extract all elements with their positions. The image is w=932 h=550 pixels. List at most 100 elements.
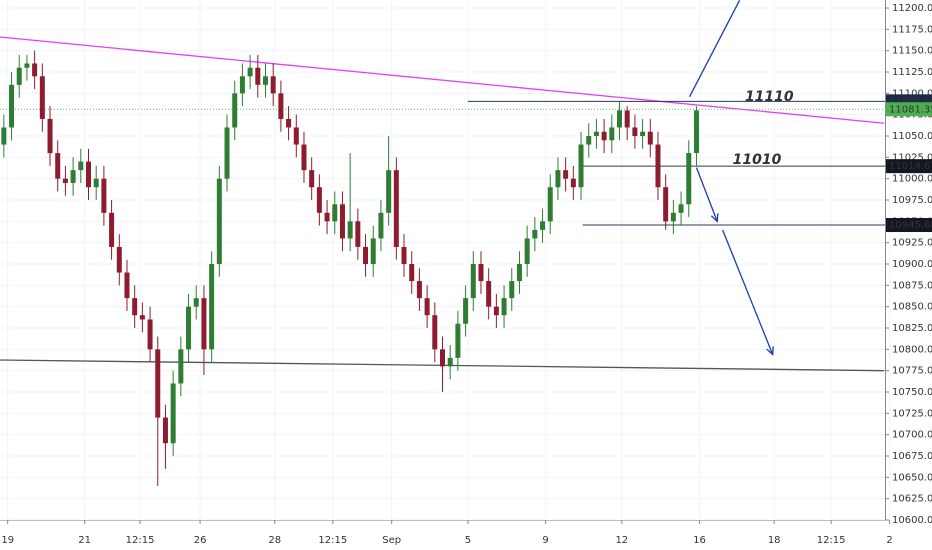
candle-body [39, 76, 45, 119]
candle-body [1, 127, 7, 145]
candle-body [640, 131, 646, 137]
candle-body [278, 93, 284, 119]
candle-body [609, 127, 615, 141]
candle-body [486, 281, 492, 307]
y-tick-label: 10775.00 [892, 366, 932, 377]
candle-body [670, 212, 676, 222]
x-tick-label: 12 [615, 535, 628, 546]
candle-body [632, 127, 638, 137]
y-tick-label: 10675.00 [892, 451, 932, 462]
candle-body [132, 298, 138, 316]
candle-body [547, 187, 553, 222]
y-tick-label: 11100.00 [892, 88, 932, 99]
candle-body [162, 417, 168, 444]
candle-body [470, 264, 476, 299]
candle-body [301, 144, 307, 171]
price-tag [886, 218, 932, 233]
candle-body [347, 221, 353, 239]
x-tick-label: 28 [268, 535, 281, 546]
candle-body [386, 170, 392, 213]
price-tag-label: 11081.35 [889, 104, 932, 115]
candle-body [232, 93, 238, 128]
candle-body [239, 76, 245, 94]
candle-body [78, 161, 84, 171]
candle-body [432, 315, 438, 350]
candle-body [324, 212, 330, 222]
x-tick-label: 18 [768, 535, 781, 546]
candle-body [370, 238, 376, 265]
candle-body [532, 229, 538, 239]
candle-body [686, 153, 692, 205]
candle-body [624, 110, 630, 128]
candle-body [93, 178, 99, 188]
price-tag-label: 10945.68 [889, 220, 932, 231]
y-tick-label: 10725.00 [892, 408, 932, 419]
y-tick-label: 11200.00 [892, 3, 932, 14]
y-tick-label: 10900.00 [892, 259, 932, 270]
y-tick-label: 10750.00 [892, 387, 932, 398]
candle-body [263, 76, 268, 85]
price-tag-label: 11090.64 [889, 96, 932, 107]
candle-body [247, 67, 253, 77]
candle-body [516, 264, 522, 282]
candle-body [409, 264, 415, 282]
candle-body [401, 246, 407, 265]
candle-body [617, 110, 622, 128]
candle-body [570, 178, 576, 188]
candle-body [109, 212, 115, 247]
candle-body [9, 84, 15, 128]
candle-body [424, 298, 430, 316]
y-tick-label: 10925.00 [892, 238, 932, 249]
y-tick-label: 11150.00 [892, 46, 932, 57]
arrow [722, 229, 774, 355]
annotation: 11010 [733, 152, 782, 168]
candle-body [155, 349, 161, 418]
x-tick-label: 19 [1, 535, 14, 546]
candle-body [601, 131, 607, 141]
candle-body [55, 153, 61, 179]
candle-body [216, 178, 222, 265]
arrow [695, 167, 718, 222]
y-tick-label: 10825.00 [892, 323, 932, 334]
candle-body [678, 204, 684, 213]
candle-body [647, 131, 653, 145]
y-tick-label: 10800.00 [892, 344, 932, 355]
price-tag-label: 11014.67 [889, 161, 932, 172]
candle-body [447, 357, 453, 367]
candle-body [540, 221, 546, 230]
candle-body [32, 63, 38, 77]
candle-body [101, 178, 107, 213]
y-tick-label: 10975.00 [892, 195, 932, 206]
candle-body [378, 212, 384, 239]
y-tick-label: 10875.00 [892, 280, 932, 291]
arrow-head [710, 213, 719, 223]
candle-body [663, 187, 669, 222]
y-tick-label: 11050.00 [892, 131, 932, 142]
candle-body [178, 349, 184, 384]
candle-body [24, 63, 30, 68]
x-tick-label: Sep [382, 535, 401, 546]
candle-body [255, 67, 261, 85]
candle-body [339, 204, 345, 239]
x-tick-label: 21 [78, 535, 91, 546]
candle-body [70, 170, 76, 183]
x-tick-label: 26 [194, 535, 207, 546]
candle-body [147, 319, 153, 350]
y-tick-label: 11175.00 [892, 24, 932, 35]
x-tick-label: 9 [542, 535, 548, 546]
y-tick-label: 10700.00 [892, 430, 932, 441]
y-tick-label: 10650.00 [892, 472, 932, 483]
x-tick-label: 2 [886, 535, 892, 546]
candle-body [270, 76, 276, 94]
candle-body [655, 144, 661, 188]
candle-body [563, 170, 569, 179]
candle-body [509, 281, 515, 299]
y-tick-label: 10625.00 [892, 494, 932, 505]
candle-body [455, 323, 461, 358]
candle-body [16, 67, 22, 85]
candle-body [555, 170, 561, 188]
arrow-head [766, 346, 774, 356]
y-tick-label: 11125.00 [892, 67, 932, 78]
